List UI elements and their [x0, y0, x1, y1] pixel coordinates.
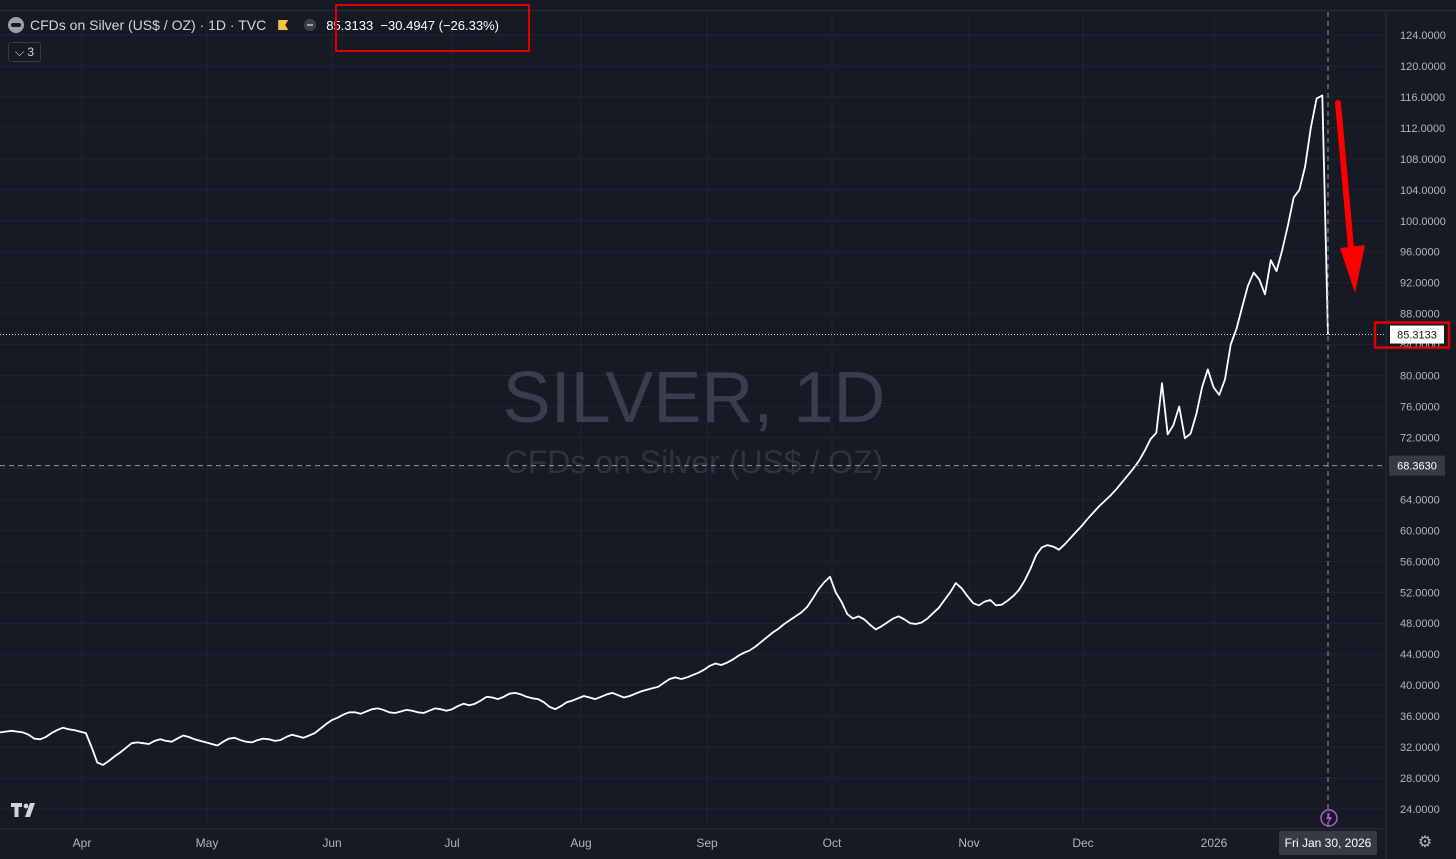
watermark-subtitle: CFDs on Silver (US$ / OZ) — [505, 444, 884, 480]
crosshair-date-label: Fri Jan 30, 2026 — [1279, 831, 1377, 855]
x-tick-label: 2026 — [1201, 836, 1228, 850]
y-tick-label: 52.0000 — [1400, 587, 1440, 599]
y-tick-label: 88.0000 — [1400, 309, 1440, 321]
y-tick-label: 36.0000 — [1400, 711, 1440, 723]
x-tick-label: Dec — [1072, 836, 1093, 850]
y-tick-label: 24.0000 — [1400, 804, 1440, 816]
indicators-collapse-button[interactable]: ⌵ 3 — [8, 42, 42, 62]
y-tick-label: 64.0000 — [1400, 494, 1440, 506]
down-arrow-shaft — [1335, 100, 1354, 251]
watermark-title: SILVER, 1D — [503, 358, 886, 438]
top-toolbar-edge — [0, 0, 1456, 11]
down-arrow-head — [1340, 245, 1365, 293]
y-tick-label: 60.0000 — [1400, 525, 1440, 537]
x-tick-label: Apr — [73, 836, 92, 850]
y-tick-label: 108.0000 — [1400, 154, 1446, 166]
symbol-header: CFDs on Silver (US$ / OZ) · 1D · TVC 85.… — [0, 14, 499, 36]
y-tick-label: 28.0000 — [1400, 773, 1440, 785]
crosshair-price-label: 68.3630 — [1397, 461, 1437, 473]
y-tick-label: 40.0000 — [1400, 680, 1440, 692]
gear-icon[interactable]: ⚙ — [1417, 834, 1433, 851]
y-tick-label: 124.0000 — [1400, 30, 1446, 42]
x-tick-label: Nov — [958, 836, 979, 850]
market-status-icon — [304, 19, 317, 31]
x-tick-label: Jun — [322, 836, 341, 850]
y-tick-label: 32.0000 — [1400, 742, 1440, 754]
y-tick-label: 92.0000 — [1400, 278, 1440, 290]
y-tick-label: 100.0000 — [1400, 216, 1446, 228]
last-price-label-bg — [1390, 325, 1444, 344]
tradingview-logo-icon[interactable] — [10, 800, 42, 820]
y-tick-label: 104.0000 — [1400, 185, 1446, 197]
symbol-title[interactable]: CFDs on Silver (US$ / OZ) · 1D · TVC — [30, 17, 267, 33]
symbol-logo-icon — [8, 17, 24, 33]
y-tick-label: 80.0000 — [1400, 371, 1440, 383]
y-tick-label: 116.0000 — [1400, 92, 1445, 104]
crosshair-price-bg — [1389, 455, 1445, 476]
y-tick-label: 120.0000 — [1400, 61, 1446, 73]
y-tick-label: 56.0000 — [1400, 556, 1440, 568]
price-highlight-box — [335, 4, 530, 52]
y-tick-label: 112.0000 — [1400, 123, 1445, 135]
silver-price-line — [0, 94, 1329, 766]
y-tick-label: 72.0000 — [1400, 432, 1440, 444]
x-tick-label: May — [196, 836, 219, 850]
x-tick-label: Oct — [823, 836, 842, 850]
flag-icon[interactable] — [278, 20, 289, 30]
y-tick-label: 48.0000 — [1400, 618, 1440, 630]
lightning-icon[interactable] — [1319, 808, 1339, 828]
y-tick-label: 44.0000 — [1400, 649, 1440, 661]
x-tick-label: Aug — [570, 836, 591, 850]
y-tick-label: 76.0000 — [1400, 402, 1440, 414]
x-tick-label: Jul — [444, 836, 459, 850]
last-price-highlight — [1373, 321, 1451, 349]
x-tick-label: Sep — [696, 836, 718, 850]
last-price-label: 85.3133 — [1397, 330, 1437, 342]
y-tick-label: 96.0000 — [1400, 247, 1440, 259]
price-change-readout: 85.3133 −30.4947 (−26.33%) — [326, 17, 499, 33]
